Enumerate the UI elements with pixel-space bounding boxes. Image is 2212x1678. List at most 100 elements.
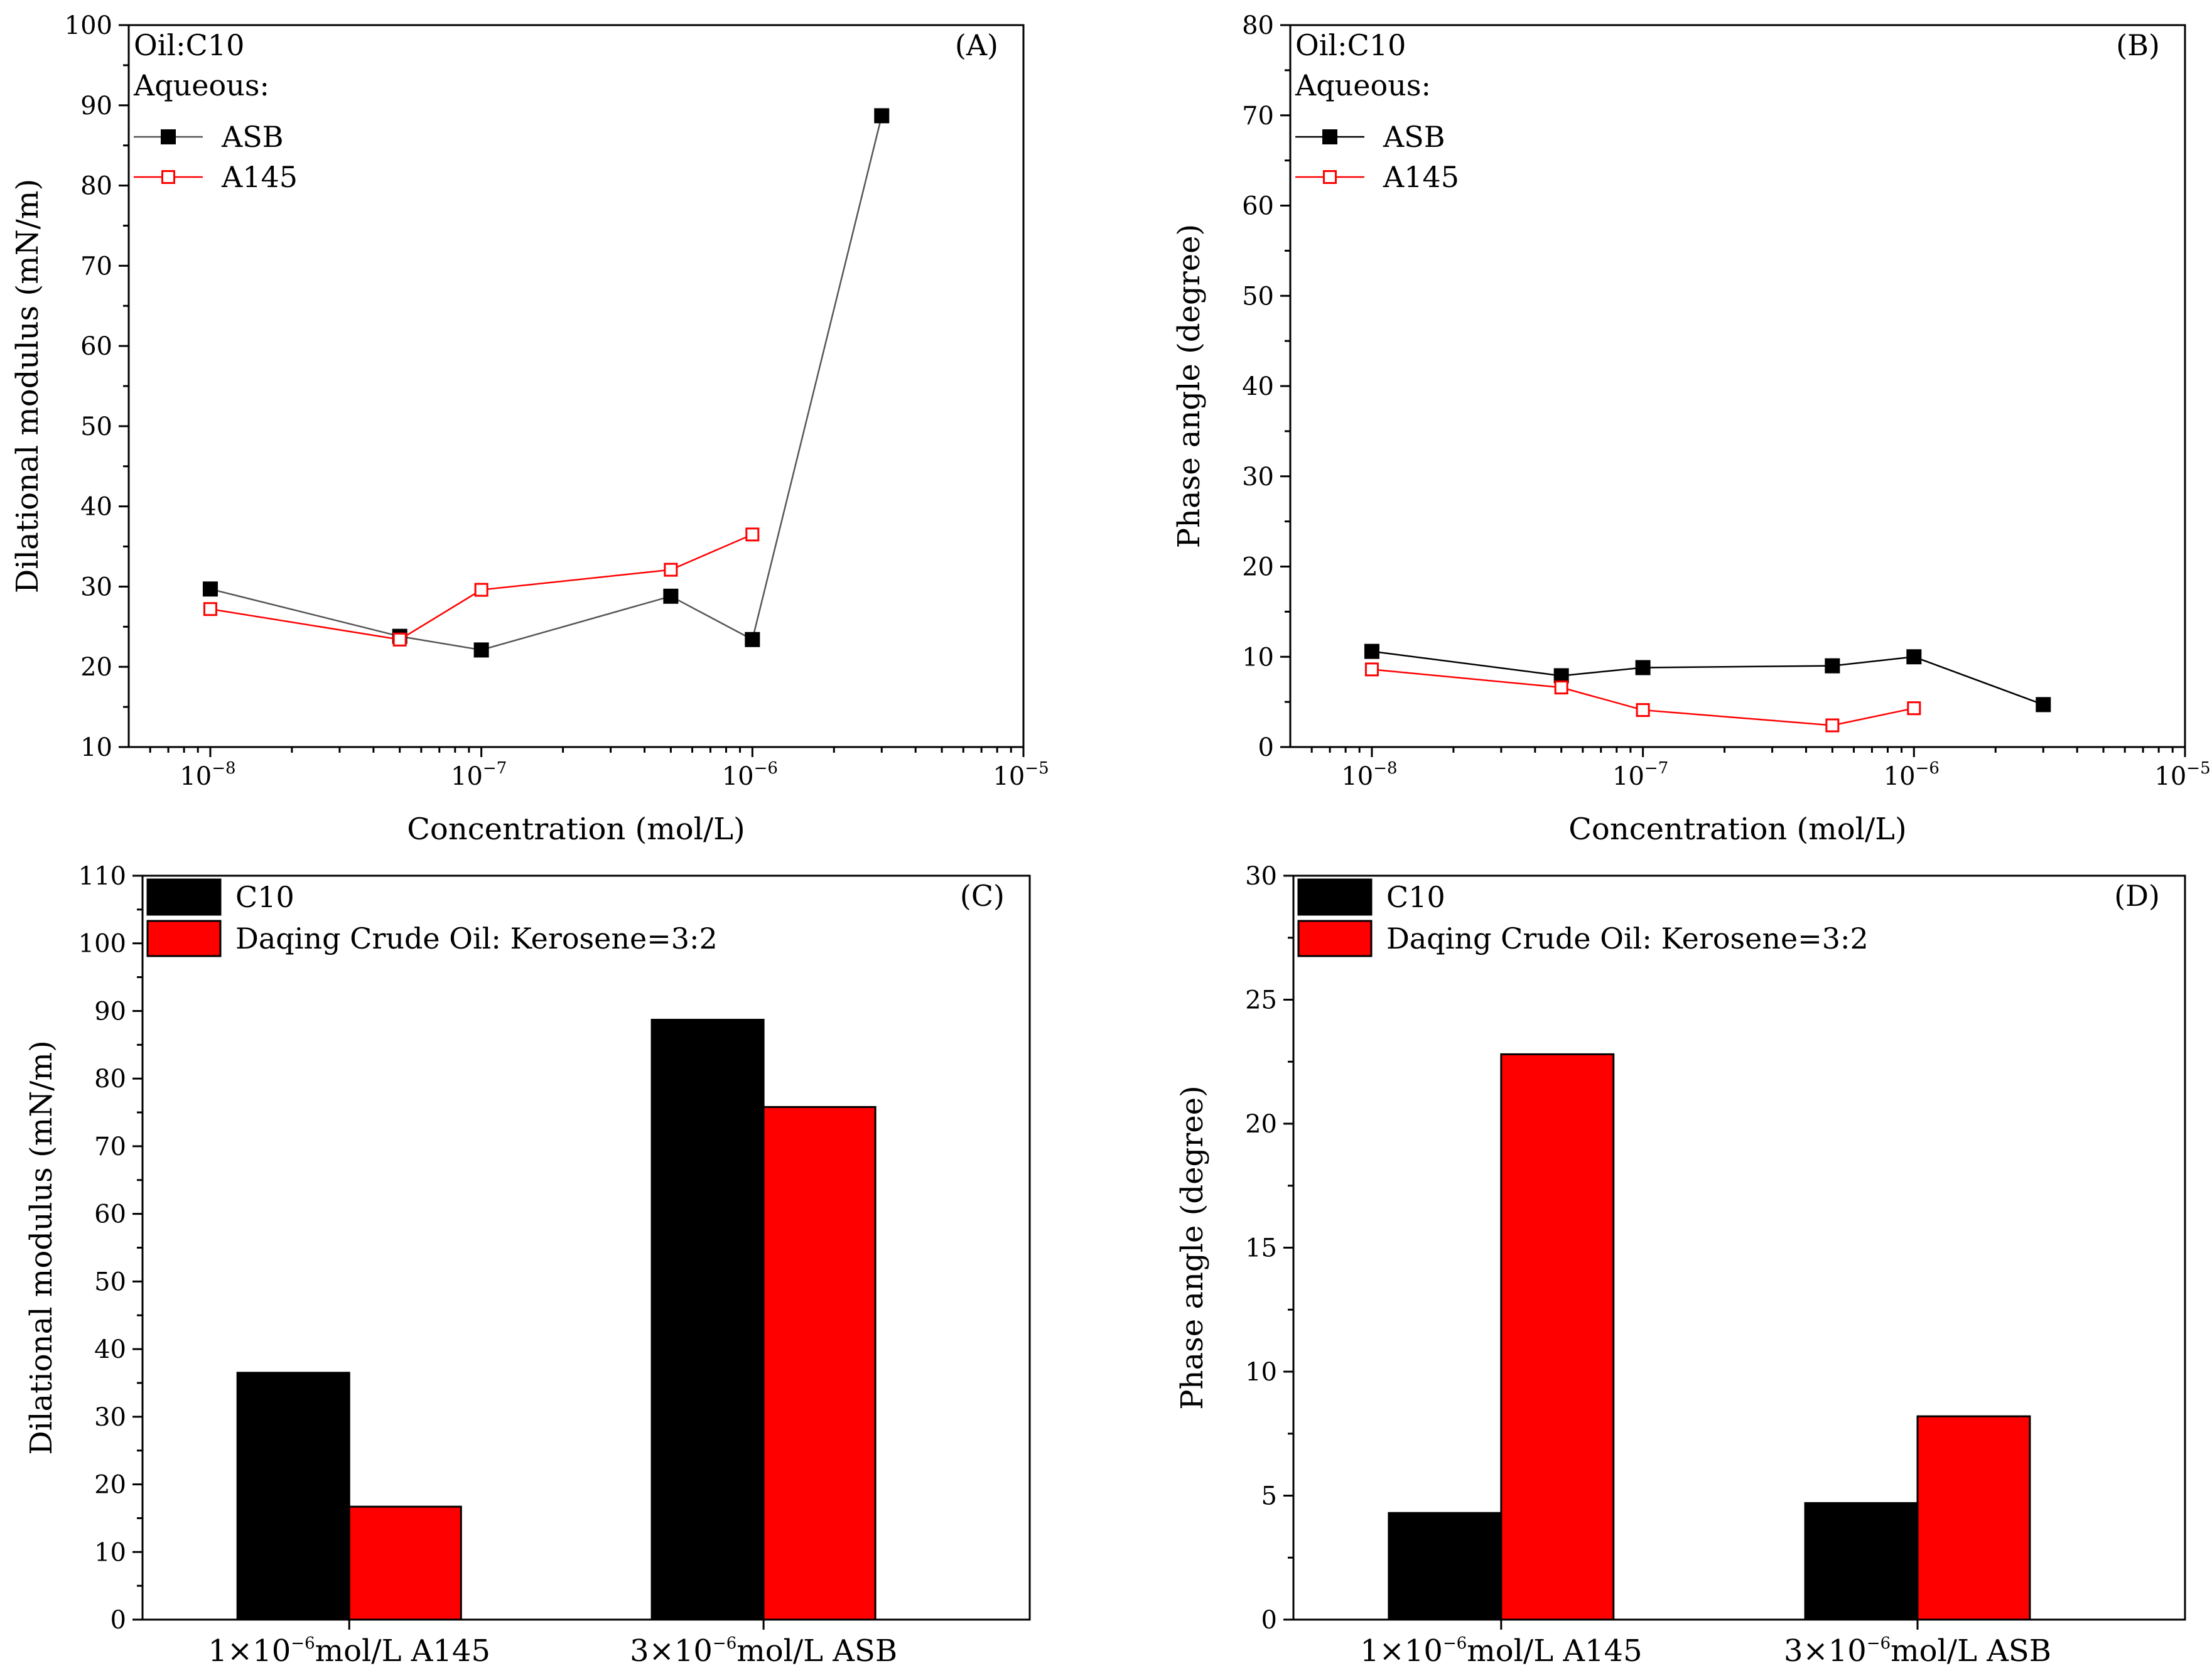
panel-a-xtick-label: 10−5 — [993, 759, 1049, 791]
panel-b-ytick-label: 70 — [1242, 102, 1274, 131]
panel-c-ytick-label: 90 — [94, 997, 126, 1026]
panel-d: 0 5 10 15 20 25 30 1×10−6mol/L A145 3×10−6mol/L … — [1175, 862, 2186, 1669]
panel-d-panel-label: (D) — [2114, 879, 2160, 913]
panel-a-xtick-label: 10−7 — [451, 759, 507, 791]
panel-b-xtick-label: 10−8 — [1341, 759, 1397, 791]
panel-d-ytick-label: 25 — [1245, 986, 1277, 1015]
panel-a-xtick-label: 10−8 — [180, 759, 235, 791]
panel-d-bar-daqing-1 — [1500, 1053, 1615, 1621]
panel-b-ytick-label: 40 — [1242, 372, 1274, 401]
panel-d-category-label: 1×10−6mol/L A145 — [1360, 1633, 1643, 1669]
panel-a-ytick-label: 40 — [80, 493, 112, 522]
panel-a-point-asb — [745, 632, 760, 647]
panel-b: 0 10 20 30 40 50 60 70 80 10−8 10−7 10−6 10−5 Concent… — [1172, 11, 2211, 847]
panel-a-xtick-label: 10−6 — [722, 759, 778, 791]
panel-c-ytick-label: 0 — [111, 1606, 126, 1635]
panel-c: 0 10 20 30 40 50 60 70 80 90 100 110 1×10−6mol/L A14… — [24, 862, 1031, 1669]
panel-a-ytick-label: 70 — [80, 252, 112, 281]
panel-a-point-a145 — [203, 602, 217, 616]
panel-b-legend-label: ASB — [1383, 120, 1445, 154]
panel-a-legend-marker — [161, 170, 175, 184]
panel-d-ytick-label: 15 — [1245, 1234, 1277, 1263]
panel-a-ylabel: Dilational modulus (mN/m) — [10, 179, 45, 593]
panel-b-xlabel: Concentration (mol/L) — [1568, 812, 1907, 847]
panel-a-ytick-label: 20 — [80, 653, 112, 682]
panel-b-xtick-label: 10−6 — [1884, 759, 1940, 791]
panel-b-ytick-label: 30 — [1242, 463, 1274, 492]
panel-c-ytick-label: 30 — [94, 1403, 126, 1432]
panel-c-legend-label: Daqing Crude Oil: Kerosene=3:2 — [235, 922, 718, 955]
panel-c-ylabel: Dilational modulus (mN/m) — [24, 1040, 59, 1455]
panel-c-category-label: 1×10−6mol/L A145 — [208, 1633, 490, 1669]
panel-a-point-a145 — [474, 583, 488, 597]
panel-a-legend-marker — [161, 129, 176, 144]
panel-d-ytick-label: 20 — [1245, 1110, 1277, 1139]
panel-a: 10 20 30 40 50 60 70 80 90 100 10−8 10−7 10−6 10−5 Con… — [10, 11, 1049, 847]
panel-b-point-a145 — [1554, 680, 1568, 695]
panel-b-point-a145 — [1825, 718, 1840, 733]
panel-b-point-asb — [1906, 649, 1922, 665]
panel-c-ytick-label: 60 — [94, 1200, 126, 1229]
panel-a-panel-label: (A) — [955, 28, 998, 62]
panel-b-legend-marker — [1322, 129, 1337, 144]
panel-b-ytick-label: 0 — [1258, 733, 1274, 762]
panel-c-ytick-label: 20 — [94, 1471, 126, 1500]
panel-c-legend-swatch — [146, 878, 222, 916]
panel-c-bar-daqing-2 — [762, 1105, 877, 1621]
panel-a-point-asb — [202, 581, 218, 597]
panel-c-category-label: 3×10−6mol/L ASB — [630, 1633, 897, 1669]
panel-b-oil-annotation: Oil:C10 — [1295, 28, 1406, 62]
panel-a-ytick-label: 80 — [80, 172, 112, 201]
panel-d-legend-swatch — [1297, 920, 1373, 957]
panel-b-ytick-label: 20 — [1242, 553, 1274, 582]
panel-b-ytick-label: 10 — [1242, 643, 1274, 672]
panel-b-point-asb — [1825, 658, 1840, 674]
panel-d-ytick-label: 30 — [1245, 862, 1277, 891]
panel-b-xtick-label: 10−7 — [1612, 759, 1668, 791]
panel-a-xlabel: Concentration (mol/L) — [407, 812, 745, 847]
panel-d-legend-label: C10 — [1386, 880, 1445, 914]
panel-d-legend-swatch — [1297, 878, 1373, 916]
panel-b-ytick-label: 50 — [1242, 282, 1274, 311]
panel-b-legend-label: A145 — [1383, 160, 1459, 194]
panel-b-ytick-label: 60 — [1242, 192, 1274, 221]
panel-b-aqueous-annotation: Aqueous: — [1295, 68, 1431, 102]
panel-c-ytick-label: 70 — [94, 1132, 126, 1161]
panel-a-legend-label: ASB — [221, 120, 284, 154]
panel-c-ytick-label: 10 — [94, 1538, 126, 1567]
panel-d-ytick-label: 0 — [1261, 1606, 1277, 1635]
panel-a-ytick-label: 10 — [80, 733, 112, 762]
panel-c-ytick-label: 110 — [78, 862, 126, 891]
panel-c-ytick-label: 80 — [94, 1065, 126, 1094]
panel-c-ytick-label: 50 — [94, 1267, 126, 1296]
panel-c-ytick-label: 40 — [94, 1335, 126, 1364]
panel-d-bar-daqing-2 — [1916, 1415, 2031, 1621]
panel-d-ytick-label: 5 — [1261, 1482, 1277, 1511]
panel-a-point-asb — [663, 588, 679, 604]
panel-a-ytick-label: 90 — [80, 92, 112, 121]
panel-a-oil-annotation: Oil:C10 — [134, 28, 244, 62]
panel-a-point-a145 — [745, 527, 760, 542]
panel-a-ytick-label: 30 — [80, 573, 112, 601]
panel-a-point-asb — [473, 642, 489, 658]
panel-a-ytick-label: 50 — [80, 412, 112, 441]
panel-c-legend-swatch — [146, 920, 222, 957]
panel-a-point-a145 — [392, 632, 407, 647]
panel-a-point-a145 — [664, 562, 678, 577]
panel-b-ylabel: Phase angle (degree) — [1172, 224, 1207, 548]
panel-d-legend-label: Daqing Crude Oil: Kerosene=3:2 — [1386, 922, 1869, 955]
panel-a-aqueous-annotation: Aqueous: — [133, 68, 269, 102]
panel-b-point-a145 — [1907, 701, 1921, 716]
panel-b-frame — [1289, 24, 2186, 748]
panel-a-ytick-label: 60 — [80, 332, 112, 361]
panel-c-ytick-label: 100 — [78, 930, 126, 959]
panel-b-point-asb — [2036, 697, 2051, 713]
panel-c-bar-c10-2 — [650, 1018, 765, 1621]
panel-d-ytick-label: 10 — [1245, 1358, 1277, 1387]
panel-b-series-line-asb — [1371, 650, 2044, 706]
panel-b-panel-label: (B) — [2116, 28, 2160, 62]
panel-b-point-asb — [1364, 643, 1379, 659]
panel-d-bar-c10-2 — [1804, 1502, 1919, 1621]
panel-d-frame — [1292, 874, 2186, 1621]
